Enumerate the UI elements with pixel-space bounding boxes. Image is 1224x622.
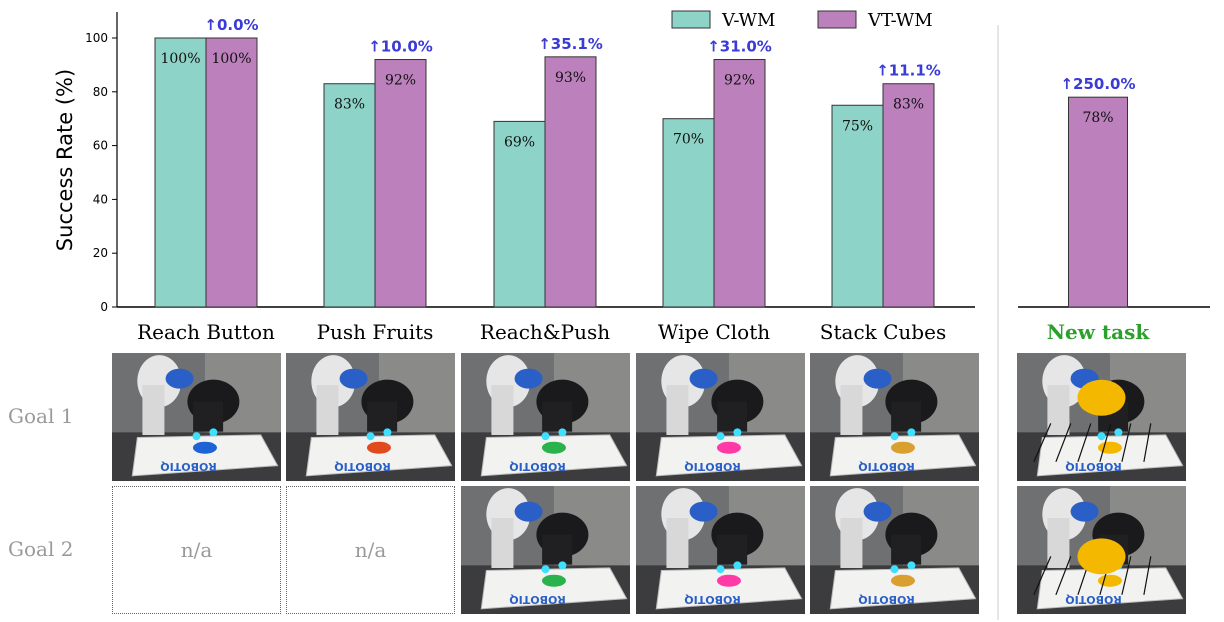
x-tick-label: New task <box>1047 320 1151 344</box>
svg-text:ROBOTIQ: ROBOTIQ <box>509 593 566 606</box>
robot-photo: ROBOTIQ <box>461 486 630 614</box>
x-tick-label: Stack Cubes <box>820 320 946 344</box>
na-cell: n/a <box>286 486 455 614</box>
improvement-label: ↑10.0% <box>368 38 433 56</box>
bar-v-wm <box>323 83 376 308</box>
row-label: Goal 1 <box>8 404 74 428</box>
robot-scene: ROBOTIQ <box>286 353 455 481</box>
svg-text:ROBOTIQ: ROBOTIQ <box>684 593 741 606</box>
x-tick-label: Wipe Cloth <box>658 320 770 344</box>
robot-scene: ROBOTIQ <box>112 353 281 481</box>
robot-photo: ROBOTIQ <box>810 486 979 614</box>
legend-label: V-WM <box>721 10 775 31</box>
improvement-label: ↑0.0% <box>204 16 258 34</box>
bar-vt-wm <box>713 59 766 308</box>
robot-scene: ROBOTIQ <box>1017 353 1186 481</box>
y-tick-label: 0 <box>100 300 108 314</box>
bar-v-wm <box>154 37 207 308</box>
robot-photo: ROBOTIQ <box>636 353 805 481</box>
robot-photo: ROBOTIQ <box>286 353 455 481</box>
robot-scene: ROBOTIQ <box>636 486 805 614</box>
svg-text:ROBOTIQ: ROBOTIQ <box>684 460 741 473</box>
robot-scene: ROBOTIQ <box>810 486 979 614</box>
improvement-label: ↑35.1% <box>538 35 603 53</box>
bar-label-vt-wm: 92% <box>385 73 416 89</box>
bar-label-vt-wm: 100% <box>211 51 251 67</box>
robot-photo: ROBOTIQ <box>112 353 281 481</box>
improvement-label: ↑31.0% <box>707 38 772 56</box>
y-axis-label: Success Rate (%) <box>53 69 77 251</box>
bar-label-v-wm: 70% <box>673 132 704 148</box>
svg-text:ROBOTIQ: ROBOTIQ <box>334 460 391 473</box>
legend-swatch <box>817 10 857 29</box>
y-tick-label: 100 <box>85 31 108 45</box>
chart-labels: 100% 100% ↑0.0% Reach Button 83% 92% ↑10.0% Pus… <box>137 16 1150 344</box>
svg-text:ROBOTIQ: ROBOTIQ <box>509 460 566 473</box>
y-tick-label: 80 <box>93 85 108 99</box>
x-tick-label: Push Fruits <box>317 320 434 344</box>
robot-scene: ROBOTIQ <box>461 353 630 481</box>
bar-vt-wm <box>374 59 427 308</box>
robot-photo: ROBOTIQ <box>636 486 805 614</box>
svg-text:ROBOTIQ: ROBOTIQ <box>858 460 915 473</box>
robot-scene: ROBOTIQ <box>636 353 805 481</box>
chart-axes: 0 20 40 60 80 100 Success Rate (%) <box>53 12 1210 620</box>
robot-scene: ROBOTIQ <box>810 353 979 481</box>
na-cell: n/a <box>112 486 281 614</box>
chart-bars <box>154 37 1128 308</box>
robot-photo: ROBOTIQ <box>810 353 979 481</box>
y-tick-label: 20 <box>93 246 108 260</box>
bar-vt-wm <box>544 56 597 308</box>
legend-label: VT-WM <box>867 10 933 31</box>
robot-photo: ROBOTIQ <box>1017 353 1186 481</box>
x-tick-label: Reach Button <box>137 320 275 344</box>
row-label: Goal 2 <box>8 537 74 561</box>
svg-text:ROBOTIQ: ROBOTIQ <box>160 460 217 473</box>
bar-label-v-wm: 83% <box>334 97 365 113</box>
bar-v-wm <box>831 104 884 308</box>
bar-v-wm <box>662 118 715 308</box>
robot-scene: ROBOTIQ <box>1017 486 1186 614</box>
bar-label-vt-wm: 92% <box>724 73 755 89</box>
bar-label-vt-wm: 78% <box>1082 110 1113 126</box>
svg-text:ROBOTIQ: ROBOTIQ <box>1065 460 1122 473</box>
robot-scene: ROBOTIQ <box>461 486 630 614</box>
bar-vt-wm <box>205 37 258 308</box>
robot-photo: ROBOTIQ <box>461 353 630 481</box>
bar-label-v-wm: 69% <box>504 134 535 150</box>
bar-vt-wm <box>1068 96 1128 308</box>
bar-v-wm <box>493 120 546 308</box>
legend-swatch <box>671 10 711 29</box>
robot-photo: ROBOTIQ <box>1017 486 1186 614</box>
svg-text:ROBOTIQ: ROBOTIQ <box>1065 593 1122 606</box>
bar-vt-wm <box>882 83 935 308</box>
bar-label-vt-wm: 93% <box>555 70 586 86</box>
bar-label-vt-wm: 83% <box>893 97 924 113</box>
bar-label-v-wm: 75% <box>842 118 873 134</box>
bar-label-v-wm: 100% <box>160 51 200 67</box>
y-tick-label: 40 <box>93 192 108 206</box>
x-tick-label: Reach&Push <box>480 320 610 344</box>
improvement-label: ↑11.1% <box>876 62 941 80</box>
y-tick-label: 60 <box>93 139 108 153</box>
svg-text:ROBOTIQ: ROBOTIQ <box>858 593 915 606</box>
improvement-label: ↑250.0% <box>1060 75 1135 93</box>
chart-legend: V-WM VT-WM <box>671 10 933 31</box>
